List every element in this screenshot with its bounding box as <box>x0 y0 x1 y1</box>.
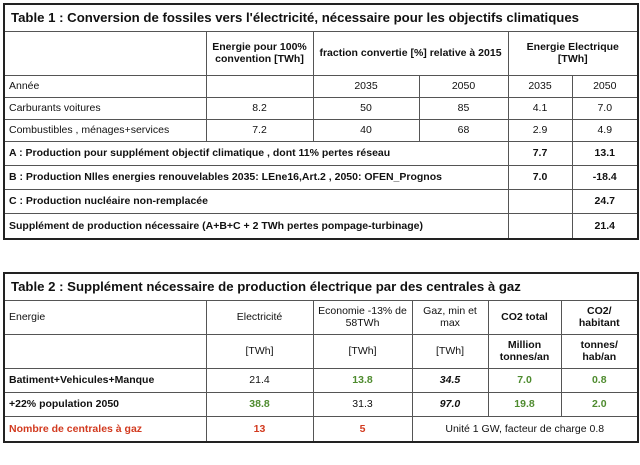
year-2050: 2050 <box>418 74 509 98</box>
table-row: Combustibles , ménages+services 7.2 40 6… <box>3 118 639 142</box>
cell-co2: 7.0 <box>487 367 562 393</box>
cell-f2035: 40 <box>312 118 420 142</box>
cell-energie: 7.2 <box>205 118 314 142</box>
header-gaz: Gaz, min et max <box>411 299 489 335</box>
header-energie: Energie <box>3 299 207 335</box>
row-supplement: Supplément de production nécessaire (A+B… <box>3 212 639 240</box>
cell-eco: 13.8 <box>312 367 413 393</box>
row-label: Carburants voitures <box>3 96 207 120</box>
header-blank <box>3 30 207 76</box>
year-2035: 2035 <box>312 74 420 98</box>
cell-eco: 31.3 <box>312 391 413 417</box>
row-label: Combustibles , ménages+services <box>3 118 207 142</box>
row-centrales: Nombre de centrales à gaz 13 5 Unité 1 G… <box>3 415 639 443</box>
cell-elec: 21.4 <box>205 367 314 393</box>
header-energie-electrique: Energie Electrique [TWh] <box>507 30 639 76</box>
cell-f2050: 85 <box>418 96 509 120</box>
row-c-2035 <box>507 188 573 214</box>
row-b-label: B : Production Nlles energies renouvelab… <box>3 164 509 190</box>
year-2050-elec: 2050 <box>571 74 639 98</box>
row-label: +22% population 2050 <box>3 391 207 417</box>
row-a-2050: 13.1 <box>571 140 639 166</box>
row-supplement-2050: 21.4 <box>571 212 639 240</box>
cell-gaz: 34.5 <box>411 367 489 393</box>
row-b-2035: 7.0 <box>507 164 573 190</box>
unit-electricite: [TWh] <box>205 333 314 369</box>
cell-elec: 38.8 <box>205 391 314 417</box>
header-energie: Energie pour 100% convention [TWh] <box>205 30 314 76</box>
header-co2-total: CO2 total <box>487 299 562 335</box>
row-a-label: A : Production pour supplément objectif … <box>3 140 509 166</box>
row-c-label: C : Production nucléaire non-remplacée <box>3 188 509 214</box>
row-c-2050: 24.7 <box>571 188 639 214</box>
row-b: B : Production Nlles energies renouvelab… <box>3 164 639 190</box>
annee-label: Année <box>3 74 207 98</box>
cell-co2hab: 0.8 <box>560 367 639 393</box>
cell-centrales-eco: 5 <box>312 415 413 443</box>
cell-e2035: 2.9 <box>507 118 573 142</box>
table-1-title: Table 1 : Conversion de fossiles vers l'… <box>3 3 639 32</box>
header-fraction: fraction convertie [%] relative à 2015 <box>312 30 509 76</box>
header-co2-habitant: CO2/ habitant <box>560 299 639 335</box>
header-electricite: Electricité <box>205 299 314 335</box>
cell-gaz: 97.0 <box>411 391 489 417</box>
table-row: +22% population 2050 38.8 31.3 97.0 19.8… <box>3 391 639 417</box>
cell-f2035: 50 <box>312 96 420 120</box>
unit-co2-total: Million tonnes/an <box>487 333 562 369</box>
row-a-2035: 7.7 <box>507 140 573 166</box>
table-row: Carburants voitures 8.2 50 85 4.1 7.0 <box>3 96 639 120</box>
unit-co2-habitant: tonnes/ hab/an <box>560 333 639 369</box>
cell-e2050: 7.0 <box>571 96 639 120</box>
cell-centrales-elec: 13 <box>205 415 314 443</box>
table-1: Table 1 : Conversion de fossiles vers l'… <box>3 3 640 240</box>
cell-e2035: 4.1 <box>507 96 573 120</box>
cell-f2050: 68 <box>418 118 509 142</box>
cell-co2: 19.8 <box>487 391 562 417</box>
cell-e2050: 4.9 <box>571 118 639 142</box>
row-centrales-label: Nombre de centrales à gaz <box>3 415 207 443</box>
unit-gaz: [TWh] <box>411 333 489 369</box>
annee-blank <box>205 74 314 98</box>
cell-energie: 8.2 <box>205 96 314 120</box>
row-supplement-label: Supplément de production nécessaire (A+B… <box>3 212 509 240</box>
cell-co2hab: 2.0 <box>560 391 639 417</box>
row-a: A : Production pour supplément objectif … <box>3 140 639 166</box>
unit-economie: [TWh] <box>312 333 413 369</box>
table-2-title: Table 2 : Supplément nécessaire de produ… <box>3 272 639 301</box>
table-2: Table 2 : Supplément nécessaire de produ… <box>3 272 640 443</box>
row-label: Batiment+Vehicules+Manque <box>3 367 207 393</box>
table-row: Batiment+Vehicules+Manque 21.4 13.8 34.5… <box>3 367 639 393</box>
row-b-2050: -18.4 <box>571 164 639 190</box>
units-blank <box>3 333 207 369</box>
row-c: C : Production nucléaire non-remplacée 2… <box>3 188 639 214</box>
year-2035-elec: 2035 <box>507 74 573 98</box>
header-economie: Economie -13% de 58TWh <box>312 299 413 335</box>
unit-note: Unité 1 GW, facteur de charge 0.8 <box>411 415 639 443</box>
row-supplement-2035 <box>507 212 573 240</box>
